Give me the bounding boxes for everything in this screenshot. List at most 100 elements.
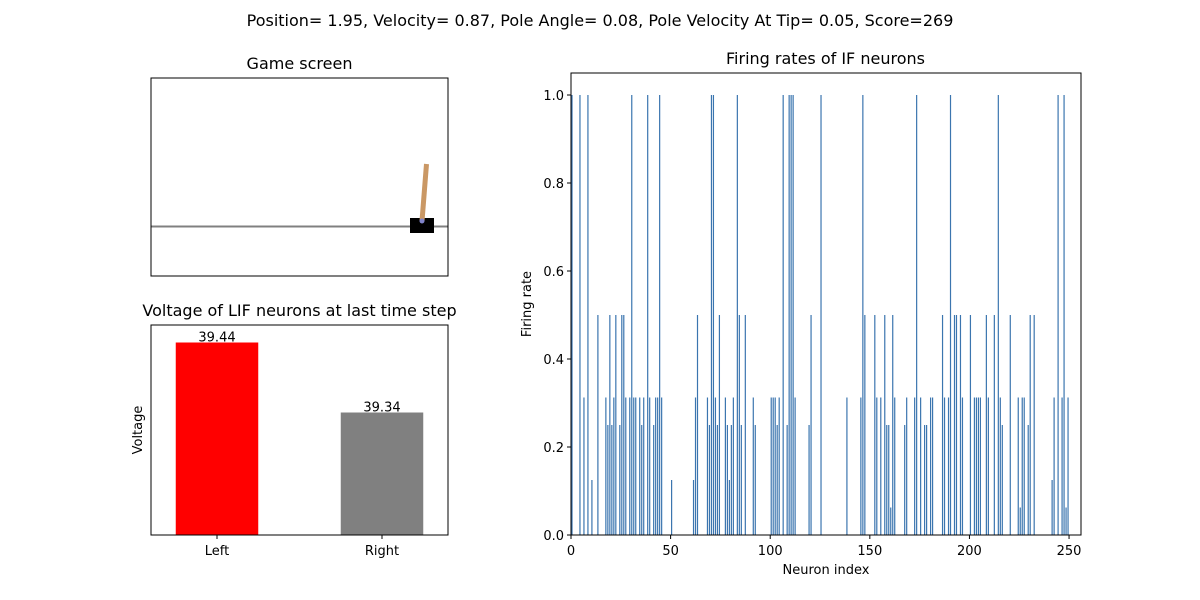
firing-rate-bar xyxy=(846,397,848,535)
firing-rate-bar xyxy=(625,397,627,535)
firing-xtick-label: 250 xyxy=(1057,544,1082,559)
firing-rate-bar xyxy=(613,397,615,535)
pole xyxy=(419,163,429,222)
firing-rate-bar xyxy=(579,95,581,535)
firing-rate-bar xyxy=(1029,315,1031,535)
firing-rate-bar xyxy=(611,425,613,535)
voltage-data-label: 39.34 xyxy=(363,401,400,416)
firing-rate-bar xyxy=(736,95,738,535)
firing-rate-bar xyxy=(1067,397,1069,535)
firing-rate-bar xyxy=(712,95,715,535)
firing-rate-bar xyxy=(886,425,888,535)
firing-rate-bar xyxy=(641,425,643,535)
voltage-ylabel: Voltage xyxy=(131,406,146,455)
firing-rate-bar xyxy=(655,397,657,535)
firing-rate-bar xyxy=(718,315,721,535)
firing-rate-bar xyxy=(692,480,695,535)
firing-rate-bar xyxy=(1001,425,1003,535)
voltage-xtick-label: Left xyxy=(205,544,229,559)
firing-xtick-label: 50 xyxy=(662,544,679,559)
firing-rate-bar xyxy=(860,397,862,535)
firing-rate-bar xyxy=(987,397,989,535)
firing-rate-bar xyxy=(959,315,962,535)
firing-ytick-label: 0.4 xyxy=(543,353,564,368)
firing-xlabel: Neuron index xyxy=(783,563,870,578)
firing-rate-bar xyxy=(1027,425,1029,535)
firing-rate-bar xyxy=(949,95,952,535)
firing-rate-bar xyxy=(587,95,589,535)
firing-rate-bar xyxy=(629,397,631,535)
firing-rate-bar xyxy=(947,397,950,535)
firing-rate-bar xyxy=(1061,397,1063,535)
firing-rate-bar xyxy=(621,315,623,535)
firing-rate-bar xyxy=(862,95,864,535)
firing-rate-bar xyxy=(714,397,717,535)
voltage-chart: Voltage of LIF neurons at last time step… xyxy=(131,301,457,559)
firing-rate-bar xyxy=(778,397,780,535)
firing-rate-bar xyxy=(979,397,981,535)
firing-rate-bar xyxy=(1019,507,1021,535)
firing-rate-bar xyxy=(605,397,607,535)
cart xyxy=(410,218,434,233)
firing-plot-frame xyxy=(570,72,1082,536)
firing-rate-bar xyxy=(1021,397,1023,535)
firing-rate-bar xyxy=(890,507,892,535)
firing-rate-bar xyxy=(659,95,661,535)
firing-rate-bar xyxy=(904,425,906,535)
firing-rate-bar xyxy=(696,315,699,535)
firing-rate-bar xyxy=(615,315,617,535)
firing-ytick-label: 1.0 xyxy=(543,89,564,104)
firing-rate-bar xyxy=(661,397,663,535)
voltage-bar-left xyxy=(175,342,259,535)
game-screen-frame xyxy=(150,77,449,277)
firing-rate-bar xyxy=(794,397,796,535)
voltage-bar-right xyxy=(340,412,424,535)
firing-rate-bar xyxy=(619,425,621,535)
firing-ytick-label: 0.8 xyxy=(543,177,564,192)
firing-rate-bar xyxy=(639,397,641,535)
firing-yticks-group: 0.0 0.2 0.4 0.6 0.8 1.0 xyxy=(543,89,571,544)
firing-rate-bar xyxy=(1009,315,1011,535)
pole-axle xyxy=(419,218,425,224)
firing-rate-bar xyxy=(728,480,730,535)
firing-rate-bar xyxy=(671,480,673,535)
figure-suptitle: Position= 1.95, Velocity= 0.87, Pole Ang… xyxy=(247,11,954,30)
firing-rate-bar xyxy=(790,95,792,535)
firing-rate-bar xyxy=(631,95,633,535)
firing-rate-bar xyxy=(977,397,979,535)
firing-rate-bar xyxy=(635,397,637,535)
firing-rate-bar xyxy=(888,425,890,535)
firing-rate-bar xyxy=(1051,480,1053,535)
firing-rate-bar xyxy=(583,397,585,535)
firing-rate-bar xyxy=(906,397,908,535)
firing-rate-bar xyxy=(894,397,896,535)
firing-rate-bar xyxy=(1065,507,1067,535)
firing-xtick-label: 150 xyxy=(857,544,882,559)
firing-rate-bar xyxy=(808,425,810,535)
firing-rate-bar xyxy=(623,315,625,535)
firing-rate-bar xyxy=(997,95,999,535)
firing-rate-bar xyxy=(710,95,713,535)
firing-xtick-label: 100 xyxy=(758,544,783,559)
firing-rate-bar xyxy=(738,315,740,535)
firing-rate-bar xyxy=(1063,95,1065,535)
voltage-plot-frame xyxy=(150,324,449,536)
firing-rate-bar xyxy=(649,397,651,535)
firing-rate-bar xyxy=(1033,315,1035,535)
voltage-bars-group: 39.44 39.34 xyxy=(175,331,424,535)
firing-rate-bar xyxy=(788,95,790,535)
firing-rate-bar xyxy=(993,315,995,535)
firing-rate-bar xyxy=(643,397,645,535)
firing-rate-bar xyxy=(740,425,742,535)
firing-rate-bar xyxy=(730,425,732,535)
firing-xtick-label: 200 xyxy=(957,544,982,559)
firing-rate-bar xyxy=(726,425,728,535)
firing-ytick-label: 0.0 xyxy=(543,529,564,544)
firing-xtick-label: 0 xyxy=(567,544,575,559)
firing-rate-bar xyxy=(892,315,894,535)
firing-rate-bar xyxy=(591,480,593,535)
firing-rate-bar xyxy=(924,425,926,535)
firing-rate-bar xyxy=(716,425,719,535)
firing-rate-bar xyxy=(864,315,866,535)
firing-rate-bar xyxy=(810,315,812,535)
